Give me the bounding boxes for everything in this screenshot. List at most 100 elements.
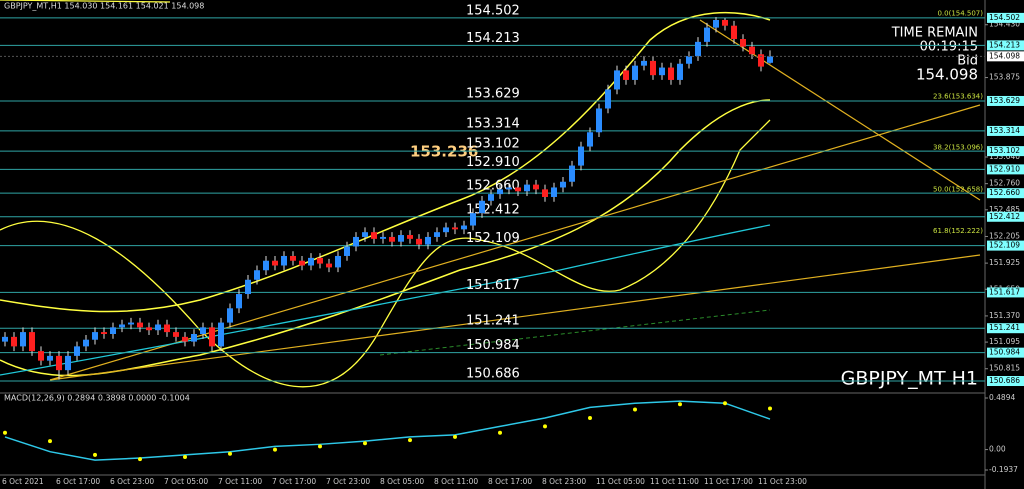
candle-body — [119, 324, 125, 328]
candle-body — [506, 187, 512, 190]
candle-body — [227, 308, 233, 323]
level-label: 153.629 — [466, 86, 520, 101]
candle-body — [20, 332, 26, 347]
moving-average — [379, 309, 771, 356]
candle-body — [389, 236, 395, 242]
level-tag — [987, 125, 1024, 136]
candle-body — [578, 146, 584, 166]
level-label: 153.102 — [466, 137, 520, 152]
signal-dot — [363, 441, 367, 446]
candle-body — [497, 189, 503, 195]
candle-body — [704, 27, 710, 42]
x-tick-label: 11 Oct 17:00 — [704, 477, 753, 486]
candle-body — [434, 232, 440, 237]
candle-body — [83, 339, 89, 347]
candle-body — [317, 257, 323, 264]
x-tick-label: 8 Oct 23:00 — [542, 477, 586, 486]
candle-body — [92, 332, 98, 340]
candle-body — [533, 184, 539, 190]
fib-label: 50.0(152.658) — [933, 185, 983, 193]
candle-body — [146, 327, 152, 331]
y-tick-label: 153.875 — [989, 73, 1020, 82]
candle-body — [209, 327, 215, 347]
level-tag — [987, 12, 1024, 23]
candle-body — [182, 336, 188, 342]
x-tick-label: 6 Oct 23:00 — [110, 477, 154, 486]
level-label: 154.502 — [466, 3, 520, 18]
x-tick-label: 8 Oct 17:00 — [488, 477, 532, 486]
candle-body — [695, 41, 701, 57]
fib-label: 0.0(154.507) — [937, 9, 983, 17]
trendline — [0, 0, 171, 3]
candle-body — [668, 67, 674, 80]
level-label: 154.213 — [466, 31, 520, 46]
watermark: GBPJPY_MT H1 — [841, 368, 978, 390]
macd-tick-label: 0.4894 — [989, 393, 1015, 402]
candle-body — [245, 279, 251, 295]
y-tick-label: 150.815 — [989, 364, 1020, 373]
x-tick-label: 8 Oct 11:00 — [434, 477, 478, 486]
last-price-tag — [987, 51, 1024, 62]
candle-body — [299, 260, 305, 266]
macd-header: MACD(12,26,9) 0.2894 0.3898 0.0000 -0.10… — [4, 394, 190, 403]
candle-body — [551, 187, 557, 197]
candle-body — [362, 232, 368, 237]
timer-title: TIME REMAIN — [891, 26, 978, 41]
signal-dot — [768, 406, 772, 411]
candle-body — [200, 327, 206, 335]
candle-body — [56, 355, 62, 371]
level-label: 151.617 — [466, 278, 520, 293]
x-tick-label: 11 Oct 11:00 — [650, 477, 699, 486]
signal-dot — [3, 430, 7, 435]
x-tick-label: 7 Oct 17:00 — [272, 477, 316, 486]
level-tag — [987, 95, 1024, 106]
level-tag — [987, 347, 1024, 358]
candle-body — [191, 334, 197, 342]
candle-body — [542, 189, 548, 197]
signal-dot — [183, 454, 187, 459]
candle-body — [767, 56, 773, 63]
candle-body — [587, 132, 593, 147]
level-label: 150.984 — [466, 338, 520, 353]
level-tag — [987, 146, 1024, 157]
candle-body — [281, 255, 287, 266]
macd-tick-label: -0.1937 — [989, 465, 1018, 474]
candle-body — [515, 187, 521, 192]
y-tick-label: 153.040 — [989, 152, 1020, 161]
candle-body — [353, 236, 359, 247]
candle-body — [38, 351, 44, 361]
candle-body — [47, 355, 53, 361]
candle-body — [560, 181, 566, 188]
candle-body — [641, 60, 647, 66]
level-label: 152.910 — [466, 155, 520, 170]
macd-tick-label: 0.00 — [989, 445, 1006, 454]
signal-dot — [273, 447, 277, 452]
y-tick-label: 151.095 — [989, 337, 1020, 346]
x-tick-label: 7 Oct 11:00 — [218, 477, 262, 486]
candle-body — [74, 346, 80, 356]
candle-body — [416, 238, 422, 245]
indicators — [0, 0, 986, 489]
candle-body — [470, 213, 476, 226]
level-tag-label: 152.109 — [989, 241, 1020, 250]
x-tick-label: 7 Oct 05:00 — [164, 477, 208, 486]
signal-dot — [498, 430, 502, 435]
candle-body — [659, 67, 665, 76]
candle-body — [479, 200, 485, 214]
candle-body — [650, 60, 656, 76]
candle-body — [65, 355, 71, 371]
x-tick-label: 8 Oct 05:00 — [380, 477, 424, 486]
y-tick-label: 152.760 — [989, 179, 1020, 188]
level-tag — [987, 188, 1024, 199]
level-tag-label: 153.629 — [989, 96, 1020, 105]
candle-body — [272, 260, 278, 266]
signal-dot — [408, 438, 412, 443]
candle-body — [290, 255, 296, 261]
candle-body — [452, 227, 458, 230]
y-tick-label: 152.205 — [989, 231, 1020, 240]
level-tag — [987, 40, 1024, 51]
candle-body — [623, 70, 629, 80]
level-label: 152.109 — [466, 231, 520, 246]
candle-body — [425, 236, 431, 245]
fib-label: 61.8(152.222) — [933, 227, 983, 235]
